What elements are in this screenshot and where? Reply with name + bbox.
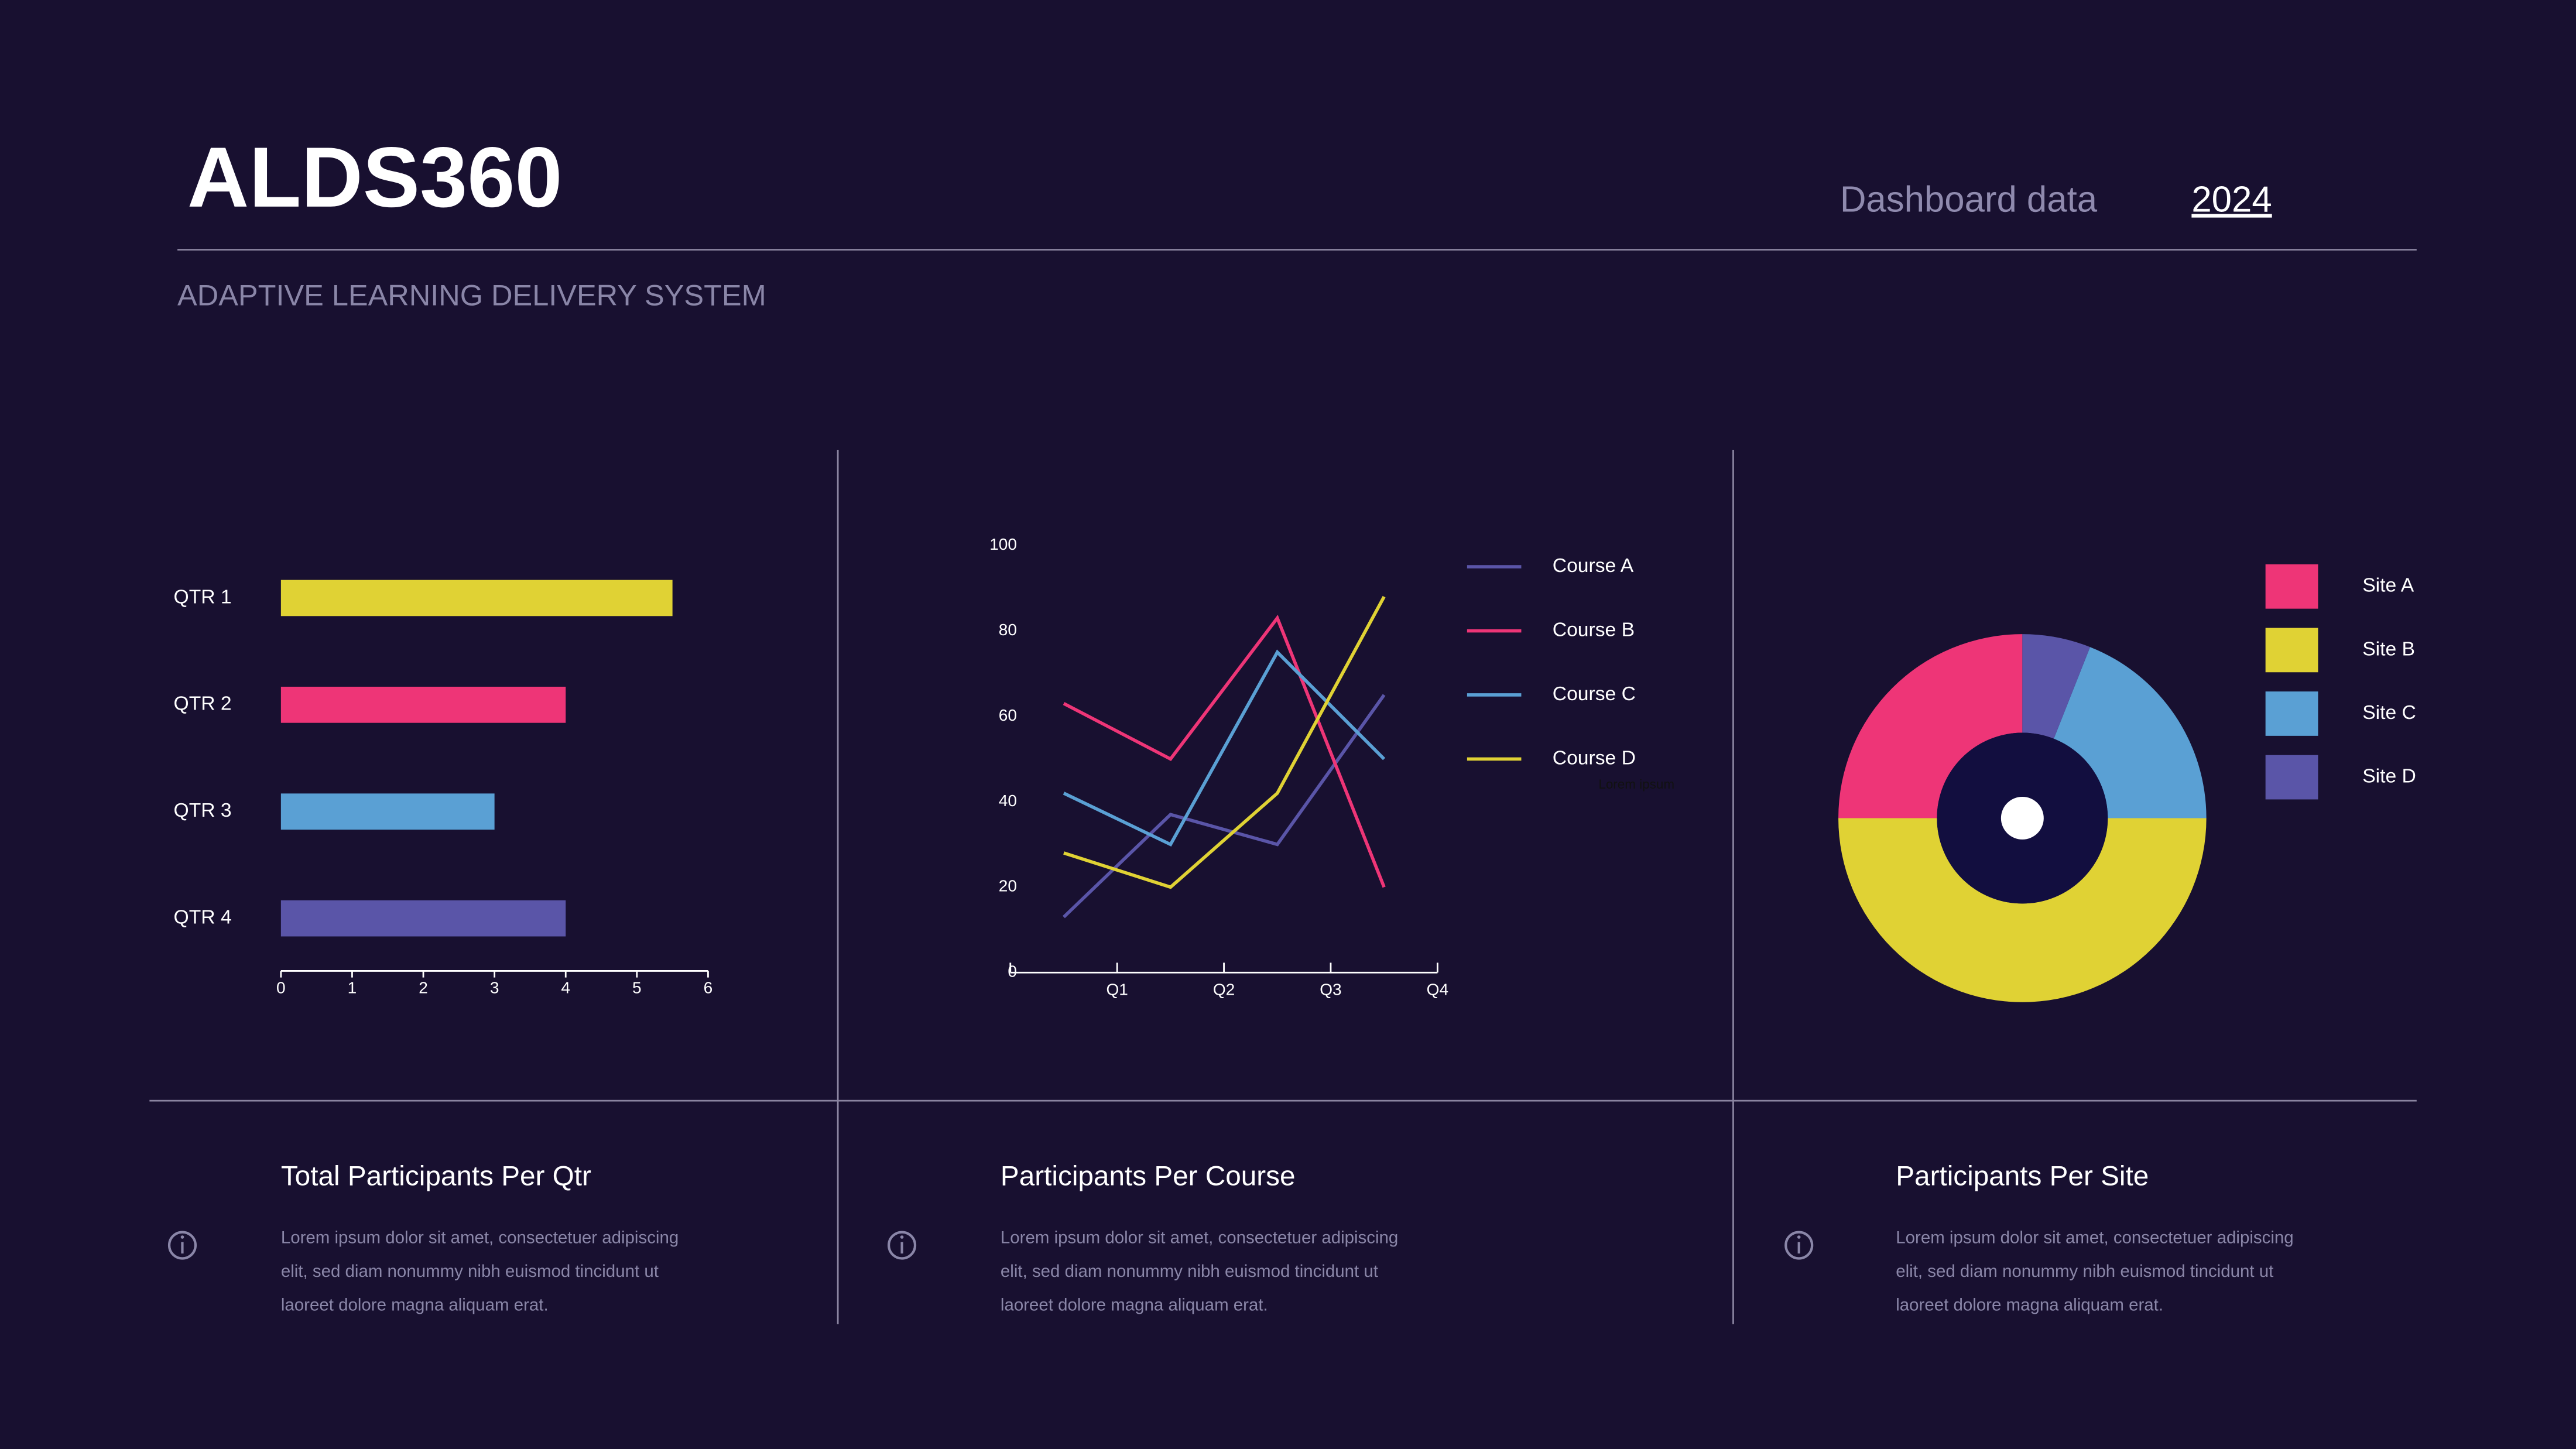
series-line xyxy=(1063,595,1386,889)
panel-text: elit, sed diam nonummy nibh euismod tinc… xyxy=(1896,1262,2273,1281)
annotation: Lorem ipsum xyxy=(1598,777,1674,792)
category-label: QTR 3 xyxy=(174,800,232,821)
panel-title: Participants Per Site xyxy=(1896,1161,2149,1192)
legend-swatch xyxy=(2265,755,2318,800)
legend-label: Course A xyxy=(1553,555,1634,577)
pie-slice xyxy=(1838,818,2207,1002)
legend-label: Site D xyxy=(2362,765,2416,787)
bar xyxy=(280,686,566,723)
title: ALDS360 xyxy=(187,129,563,225)
legend-label: Course B xyxy=(1553,619,1635,640)
x-tick-label: 4 xyxy=(561,979,570,997)
panel-text: Lorem ipsum dolor sit amet, consectetuer… xyxy=(281,1228,679,1248)
center-dot xyxy=(2000,796,2044,840)
legend-label: Site A xyxy=(2362,575,2414,597)
header-label: Dashboard data xyxy=(1840,179,2098,220)
series-line xyxy=(1063,694,1386,919)
y-tick-label: 40 xyxy=(999,792,1017,810)
series-line xyxy=(1063,649,1386,847)
x-tick-label: 3 xyxy=(490,979,499,997)
pie-slice xyxy=(2022,634,2091,739)
subtitle: ADAPTIVE LEARNING DELIVERY SYSTEM xyxy=(177,278,766,311)
category-label: QTR 2 xyxy=(174,693,232,715)
x-tick-label: Q1 xyxy=(1106,980,1128,998)
panel-title: Total Participants Per Qtr xyxy=(281,1161,591,1192)
legend-swatch xyxy=(2265,691,2318,736)
y-tick-label: 60 xyxy=(999,706,1017,724)
panel-title: Participants Per Course xyxy=(1001,1161,1296,1192)
bar xyxy=(280,900,566,937)
y-tick-label: 80 xyxy=(999,621,1017,639)
x-tick-label: Q3 xyxy=(1320,980,1341,998)
y-tick-label: 100 xyxy=(989,535,1017,553)
panel-text: Lorem ipsum dolor sit amet, consectetuer… xyxy=(1001,1228,1398,1248)
panel-text: elit, sed diam nonummy nibh euismod tinc… xyxy=(1001,1262,1378,1281)
x-tick-label: 2 xyxy=(419,979,428,997)
x-tick-label: 5 xyxy=(632,979,642,997)
x-tick-label: 6 xyxy=(704,979,713,997)
pie-slice xyxy=(1838,634,2023,818)
pie-slice xyxy=(2054,647,2207,818)
panel-text: laoreet dolore magna aliquam erat. xyxy=(281,1296,549,1315)
panel-text: Lorem ipsum dolor sit amet, consectetuer… xyxy=(1896,1228,2293,1248)
legend-label: Site B xyxy=(2362,638,2415,660)
x-tick-label: 1 xyxy=(348,979,357,997)
x-tick-label: Q4 xyxy=(1427,980,1448,998)
panel-text: laoreet dolore magna aliquam erat. xyxy=(1896,1296,2163,1315)
y-tick-label: 0 xyxy=(1008,962,1017,981)
legend-swatch xyxy=(2265,564,2318,609)
series-line xyxy=(1063,614,1386,888)
info-icon[interactable] xyxy=(167,1231,197,1260)
bar xyxy=(280,793,495,830)
y-tick-label: 20 xyxy=(999,877,1017,895)
panel-text: elit, sed diam nonummy nibh euismod tinc… xyxy=(281,1262,659,1281)
x-tick-label: Q2 xyxy=(1213,980,1235,998)
legend-label: Site C xyxy=(2362,702,2416,724)
category-label: QTR 4 xyxy=(174,907,232,929)
category-label: QTR 1 xyxy=(174,586,232,608)
year[interactable]: 2024 xyxy=(2191,179,2272,220)
bar xyxy=(280,580,673,616)
legend-swatch xyxy=(2265,628,2318,673)
legend-label: Course C xyxy=(1553,683,1636,705)
x-tick-label: 0 xyxy=(276,979,286,997)
info-icon[interactable] xyxy=(1784,1231,1814,1260)
panel-text: laoreet dolore magna aliquam erat. xyxy=(1001,1296,1268,1315)
legend-label: Course D xyxy=(1553,747,1636,769)
info-icon[interactable] xyxy=(888,1231,917,1260)
